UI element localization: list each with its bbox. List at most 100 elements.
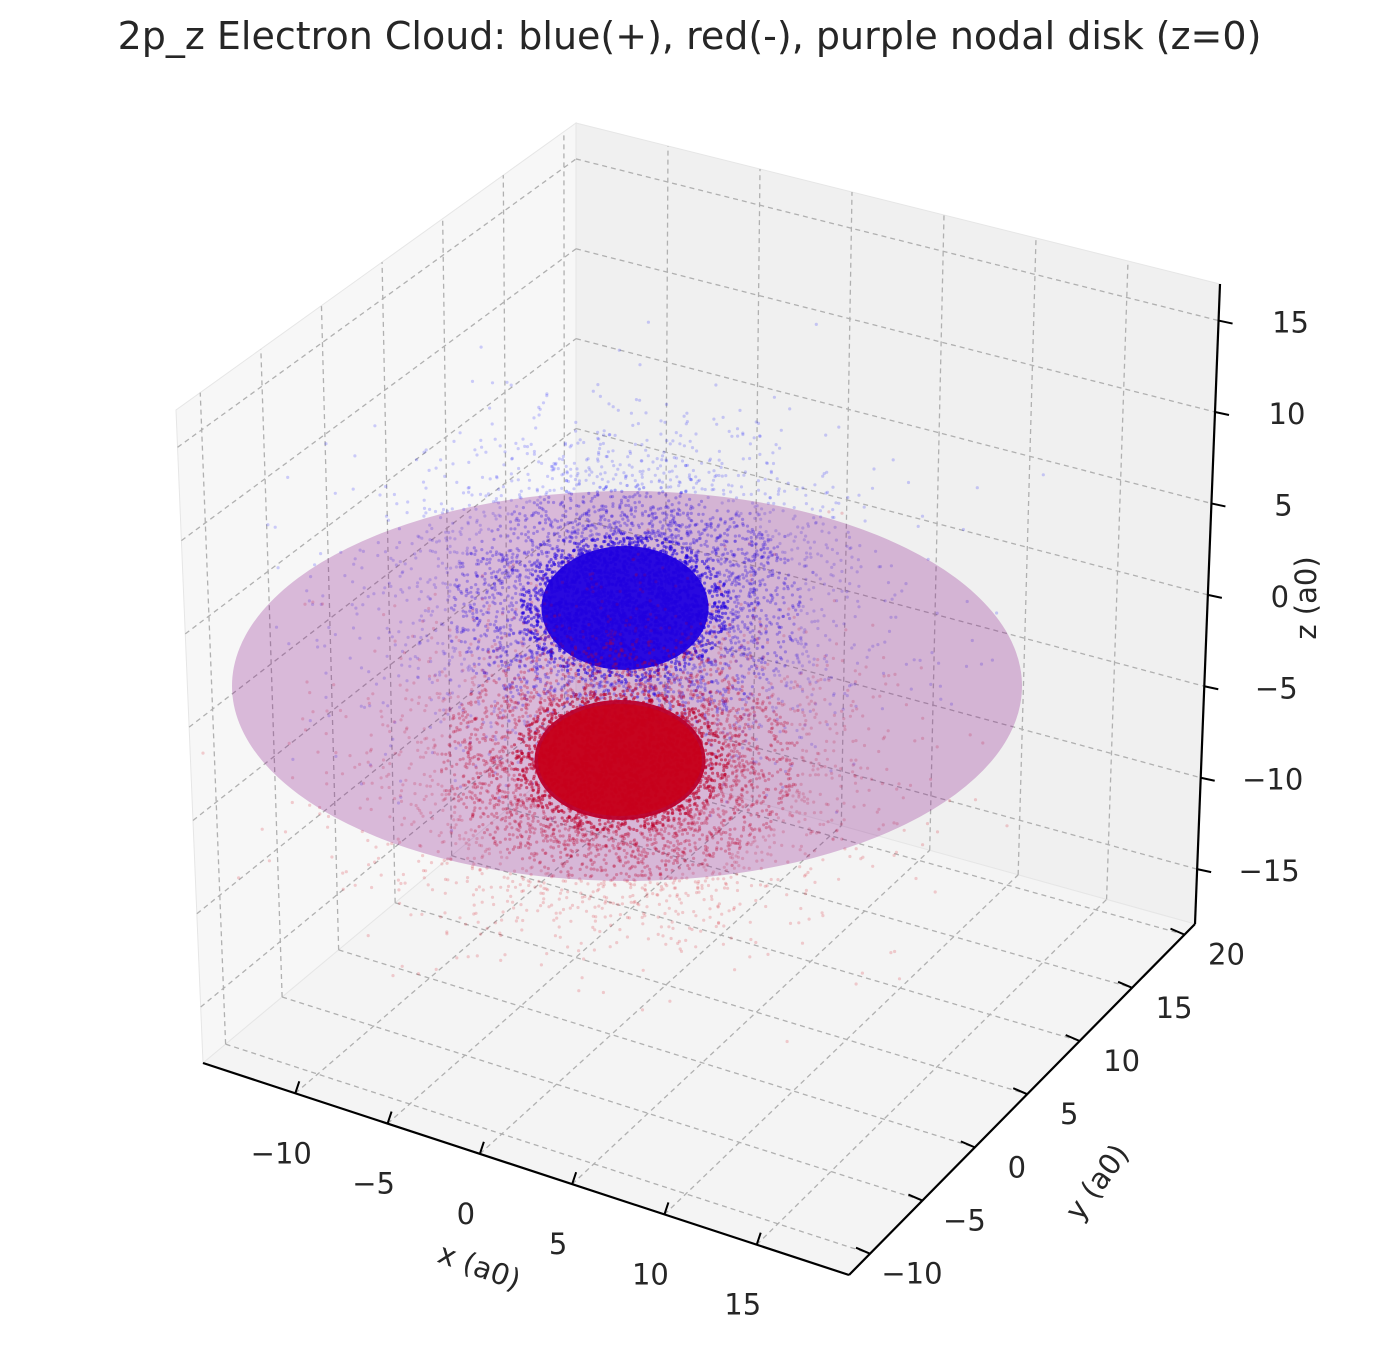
positive-lobe-point: [713, 548, 717, 552]
positive-lobe-point: [710, 483, 714, 487]
positive-lobe-point: [530, 553, 534, 557]
positive-lobe-point: [556, 467, 560, 471]
positive-lobe-point: [662, 450, 666, 454]
positive-lobe-point: [742, 473, 746, 477]
positive-lobe-point: [720, 461, 724, 466]
positive-lobe-point: [536, 553, 540, 557]
positive-lobe-point: [522, 551, 526, 555]
positive-lobe-point: [640, 472, 644, 476]
positive-lobe-point: [500, 659, 504, 664]
positive-lobe-point: [495, 648, 499, 652]
positive-lobe-point: [893, 593, 897, 597]
positive-lobe-point: [523, 444, 527, 448]
positive-lobe-point: [644, 685, 648, 689]
grid-floor-y: [338, 949, 976, 1148]
positive-lobe-point: [685, 463, 690, 467]
positive-lobe-point: [705, 672, 709, 676]
positive-lobe-point: [500, 557, 505, 561]
axis-panes: [175, 122, 1221, 1276]
positive-lobe-point: [467, 646, 471, 650]
positive-lobe-point: [766, 638, 770, 642]
positive-lobe-point: [603, 676, 607, 680]
positive-lobe-point: [362, 586, 366, 590]
positive-lobe-point: [497, 796, 501, 800]
positive-lobe-point: [546, 660, 551, 664]
positive-lobe-point: [490, 575, 494, 580]
positive-lobe-point: [679, 434, 683, 438]
positive-lobe-point: [618, 463, 622, 467]
positive-lobe-point: [547, 560, 551, 564]
positive-lobe-point: [777, 487, 781, 491]
positive-lobe-point: [788, 407, 792, 411]
positive-lobe-point: [690, 446, 695, 450]
positive-lobe-point: [501, 485, 505, 489]
positive-lobe-point: [477, 562, 481, 566]
positive-lobe-point: [775, 632, 779, 636]
positive-lobe-point: [743, 560, 747, 564]
positive-lobe-point: [831, 485, 835, 489]
positive-lobe-point: [710, 660, 714, 664]
positive-lobe-point: [794, 653, 798, 657]
positive-lobe-point: [585, 511, 589, 515]
positive-lobe-point: [458, 743, 462, 747]
positive-lobe-point: [727, 483, 731, 487]
positive-lobe-point: [623, 474, 628, 478]
positive-lobe-point: [505, 653, 509, 657]
positive-lobe-point: [995, 611, 999, 615]
positive-lobe-point: [565, 471, 569, 475]
positive-lobe-point: [696, 550, 700, 555]
positive-lobe-point: [526, 581, 530, 585]
positive-lobe-point: [478, 523, 482, 527]
positive-lobe-point: [647, 467, 651, 471]
positive-lobe-point: [706, 638, 710, 643]
positive-lobe-point: [597, 452, 601, 456]
positive-lobe-point: [652, 688, 656, 692]
positive-lobe-point: [546, 474, 550, 478]
positive-lobe-point: [730, 484, 734, 488]
positive-lobe-point: [351, 487, 355, 491]
positive-lobe-point: [742, 645, 746, 650]
positive-lobe-point: [416, 581, 420, 585]
positive-lobe-point: [553, 689, 557, 693]
positive-lobe-point: [333, 491, 337, 495]
positive-lobe-point: [852, 762, 856, 766]
positive-lobe-point: [671, 439, 675, 443]
positive-lobe-point: [573, 529, 577, 533]
positive-lobe-point: [560, 473, 564, 477]
positive-lobe-point: [740, 716, 744, 720]
positive-lobe-point: [516, 523, 521, 527]
positive-lobe-point: [530, 514, 534, 518]
positive-lobe-point: [544, 551, 548, 555]
positive-lobe-point: [350, 603, 354, 607]
positive-lobe-point: [405, 510, 409, 515]
positive-lobe-point: [708, 457, 713, 461]
positive-lobe-point: [781, 509, 785, 513]
positive-lobe-point: [315, 638, 319, 642]
positive-lobe-point: [517, 466, 521, 471]
positive-lobe-point: [479, 438, 483, 442]
positive-lobe-point: [455, 585, 459, 589]
positive-lobe-point: [537, 521, 542, 525]
positive-lobe-point: [735, 510, 739, 514]
positive-lobe-point: [601, 507, 606, 511]
positive-lobe-point: [717, 473, 721, 478]
positive-lobe-point: [521, 636, 525, 640]
positive-lobe-point: [614, 473, 618, 477]
positive-lobe-point: [717, 458, 721, 462]
positive-lobe-point: [670, 536, 675, 541]
positive-lobe-point: [713, 528, 717, 532]
positive-lobe-point: [470, 493, 474, 497]
positive-lobe-point: [522, 642, 526, 646]
positive-lobe-point: [378, 493, 382, 497]
positive-lobe-point: [822, 582, 827, 586]
positive-lobe-point: [488, 663, 492, 667]
positive-lobe-point: [887, 629, 892, 634]
positive-lobe-point: [709, 694, 714, 698]
positive-lobe-point: [818, 509, 823, 513]
positive-lobe-point: [481, 648, 485, 652]
positive-lobe-point: [708, 691, 712, 695]
positive-lobe-point: [810, 742, 814, 746]
positive-lobe-point: [442, 708, 446, 712]
positive-lobe-point: [553, 462, 558, 467]
positive-lobe-point: [276, 566, 280, 570]
